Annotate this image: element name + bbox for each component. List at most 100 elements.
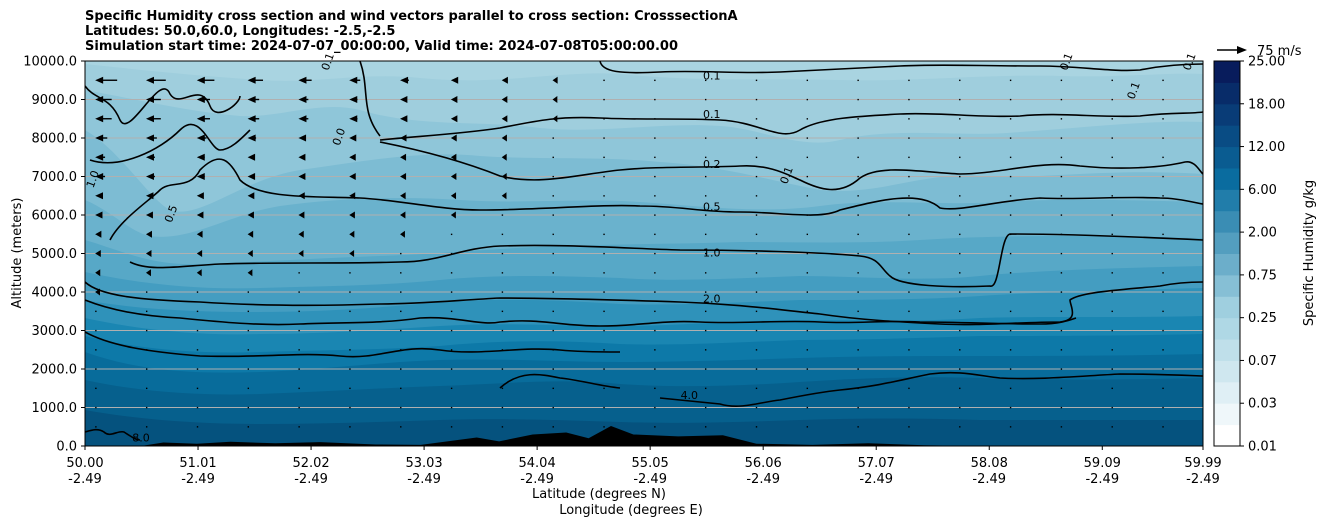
wind-vector xyxy=(704,79,707,82)
wind-vector xyxy=(959,79,961,82)
wind-vector xyxy=(755,156,758,159)
wind-vector xyxy=(654,79,656,82)
wind-vector xyxy=(704,118,707,120)
colorbar-segment xyxy=(1214,232,1240,254)
x-tick-label-lat: 56.06 xyxy=(745,456,782,471)
wind-vector-head xyxy=(247,211,254,219)
wind-vector xyxy=(603,175,605,178)
wind-vector-head xyxy=(196,115,205,123)
x-tick-label-lat: 53.03 xyxy=(405,456,442,471)
wind-vector-head xyxy=(400,153,407,161)
wind-vector-head xyxy=(196,153,205,161)
wind-vector xyxy=(704,310,707,313)
y-tick-label: 0.0 xyxy=(56,440,77,455)
wind-vector xyxy=(1060,368,1063,370)
wind-vector xyxy=(806,329,809,332)
wind-vector-head xyxy=(501,192,507,200)
x-tick-label-lon: -2.49 xyxy=(1186,472,1220,487)
wind-vector xyxy=(704,175,707,178)
wind-vector xyxy=(145,310,148,313)
wind-vector xyxy=(1009,387,1012,390)
wind-vector-head xyxy=(95,250,101,257)
wind-vector-head xyxy=(95,288,100,296)
wind-vector xyxy=(806,195,809,197)
wind-vector xyxy=(552,252,554,255)
wind-vector xyxy=(501,310,504,313)
wind-vector xyxy=(349,406,351,409)
colorbar-segment xyxy=(1214,253,1240,276)
wind-vector xyxy=(704,233,707,236)
wind-vector xyxy=(196,387,199,390)
wind-vector-head xyxy=(400,115,408,123)
wind-vector-head xyxy=(145,173,154,180)
wind-vector xyxy=(552,426,554,428)
wind-vector xyxy=(959,272,961,274)
wind-vector xyxy=(95,387,97,390)
wind-vector xyxy=(755,118,758,120)
wind-vector xyxy=(857,426,859,428)
contour-0p1-top xyxy=(599,61,1203,74)
y-tick-label: 4000.0 xyxy=(32,286,78,301)
wind-vector-head xyxy=(450,173,457,180)
wind-vector xyxy=(349,349,351,351)
colorbar-segment xyxy=(1214,125,1240,148)
wind-vector-head xyxy=(247,76,256,84)
y-tick-label: 3000.0 xyxy=(32,324,78,339)
wind-vector xyxy=(450,349,453,351)
wind-vector xyxy=(1060,214,1063,216)
wind-vector xyxy=(959,98,961,101)
wind-vector xyxy=(1111,214,1113,216)
title-line-1: Specific Humidity cross section and wind… xyxy=(85,9,738,24)
wind-vector xyxy=(196,291,199,293)
wind-vector xyxy=(908,233,910,236)
x-tick-label-lon: -2.49 xyxy=(520,472,554,487)
contour-4p0 xyxy=(499,371,1203,407)
wind-vector-head xyxy=(501,76,508,84)
x-tick-label-lon: -2.49 xyxy=(746,472,780,487)
wind-vector xyxy=(1162,137,1164,139)
wind-vector xyxy=(400,272,402,274)
y-tick-label: 8000.0 xyxy=(32,132,78,147)
wind-vector-head xyxy=(247,250,253,257)
x-tick-label-lat: 57.07 xyxy=(858,456,895,471)
wind-vector xyxy=(1060,387,1063,390)
contour-label: 0.1 xyxy=(1125,80,1143,101)
contour-label: 2.0 xyxy=(703,293,721,306)
wind-vector xyxy=(552,156,554,159)
wind-vector xyxy=(908,368,910,370)
x-tick-label-lat: 51.01 xyxy=(179,456,216,471)
wind-vector-head xyxy=(400,173,407,180)
wind-vector xyxy=(908,156,910,159)
wind-vector xyxy=(552,349,554,351)
wind-vector xyxy=(806,175,809,178)
wind-vector xyxy=(349,426,351,428)
chart-title: Specific Humidity cross section and wind… xyxy=(85,9,738,54)
wind-vector xyxy=(400,368,402,370)
wind-vector-head xyxy=(298,230,304,238)
wind-vector xyxy=(603,329,605,332)
wind-vector xyxy=(755,214,758,216)
wind-vector xyxy=(552,291,554,293)
wind-vector-head xyxy=(349,173,356,180)
wind-vector xyxy=(1060,406,1063,409)
wind-vector xyxy=(704,291,707,293)
x-tick-label-lon: -2.49 xyxy=(1085,472,1119,487)
wind-vector xyxy=(1162,214,1164,216)
contour-0p05-ridge xyxy=(359,61,381,137)
wind-vector xyxy=(400,387,402,390)
wind-vector xyxy=(755,406,758,409)
wind-vector xyxy=(704,272,707,274)
wind-vector xyxy=(603,233,605,236)
wind-vector xyxy=(1162,233,1164,236)
wind-vector-head xyxy=(501,134,507,142)
horizontal-gridlines xyxy=(85,99,1203,408)
wind-vector-head xyxy=(298,211,305,219)
wind-vector xyxy=(654,118,656,120)
colorbar-segment xyxy=(1214,360,1240,383)
wind-vector xyxy=(603,214,605,216)
wind-vector xyxy=(552,406,554,409)
colorbar-tick-label: 0.07 xyxy=(1248,354,1277,369)
wind-vector xyxy=(908,387,910,390)
wind-vector xyxy=(450,310,453,313)
wind-vector xyxy=(196,349,199,351)
